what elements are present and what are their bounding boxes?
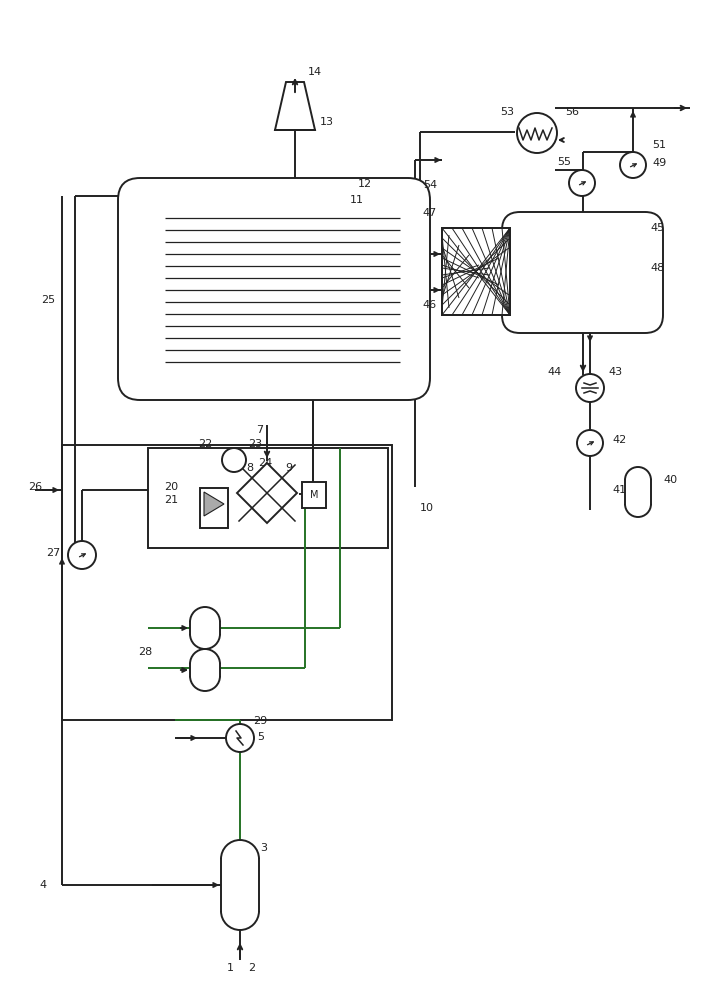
Text: 44: 44 (548, 367, 562, 377)
Text: 9: 9 (285, 463, 292, 473)
Circle shape (68, 541, 96, 569)
Bar (221, 859, 259, 911)
Bar (442, 228, 510, 315)
Circle shape (222, 448, 246, 472)
Text: 3: 3 (260, 843, 267, 853)
Polygon shape (204, 492, 224, 516)
Text: 29: 29 (253, 716, 267, 726)
Text: 40: 40 (663, 475, 677, 485)
FancyBboxPatch shape (118, 178, 430, 400)
Ellipse shape (221, 840, 259, 878)
Bar (302, 482, 326, 508)
Bar (625, 480, 651, 504)
Text: 4: 4 (40, 880, 47, 890)
Circle shape (226, 724, 254, 752)
Ellipse shape (190, 607, 220, 637)
Ellipse shape (190, 649, 220, 679)
Text: 28: 28 (138, 647, 152, 657)
Bar (442, 228, 510, 315)
Ellipse shape (190, 661, 220, 691)
Ellipse shape (625, 467, 651, 493)
Text: 25: 25 (41, 295, 55, 305)
Text: 24: 24 (258, 458, 272, 468)
Text: 23: 23 (248, 439, 262, 449)
Text: 55: 55 (557, 157, 571, 167)
Text: 21: 21 (164, 495, 178, 505)
Text: 47: 47 (423, 208, 437, 218)
Text: 41: 41 (612, 485, 626, 495)
Bar (190, 664, 220, 676)
Circle shape (577, 430, 603, 456)
Text: 8: 8 (246, 463, 253, 473)
Bar (62, 445, 392, 720)
Text: 48: 48 (650, 263, 664, 273)
Circle shape (620, 152, 646, 178)
Text: 7: 7 (257, 425, 264, 435)
Text: 51: 51 (652, 140, 666, 150)
Text: 11: 11 (350, 195, 364, 205)
Text: 13: 13 (320, 117, 334, 127)
Text: 49: 49 (652, 158, 666, 168)
Text: 27: 27 (46, 548, 60, 558)
Ellipse shape (190, 619, 220, 649)
Circle shape (569, 170, 595, 196)
Text: 45: 45 (650, 223, 664, 233)
Bar (200, 488, 228, 528)
Text: 53: 53 (500, 107, 514, 117)
Polygon shape (237, 463, 297, 523)
Text: 22: 22 (198, 439, 212, 449)
Text: M: M (310, 490, 318, 500)
Text: 46: 46 (423, 300, 437, 310)
Text: 56: 56 (565, 107, 579, 117)
Text: 43: 43 (608, 367, 622, 377)
Text: 42: 42 (612, 435, 626, 445)
Text: 1: 1 (227, 963, 234, 973)
Circle shape (576, 374, 604, 402)
Circle shape (517, 113, 557, 153)
Text: 26: 26 (28, 482, 42, 492)
Text: 5: 5 (257, 732, 264, 742)
Polygon shape (275, 82, 315, 130)
Text: 54: 54 (423, 180, 437, 190)
Bar (190, 622, 220, 634)
Text: 20: 20 (164, 482, 178, 492)
Text: 12: 12 (358, 179, 372, 189)
Ellipse shape (221, 892, 259, 930)
Text: 14: 14 (308, 67, 322, 77)
Text: 2: 2 (248, 963, 255, 973)
FancyBboxPatch shape (502, 212, 663, 333)
Text: 10: 10 (420, 503, 434, 513)
Ellipse shape (625, 491, 651, 517)
Bar (148, 448, 388, 548)
